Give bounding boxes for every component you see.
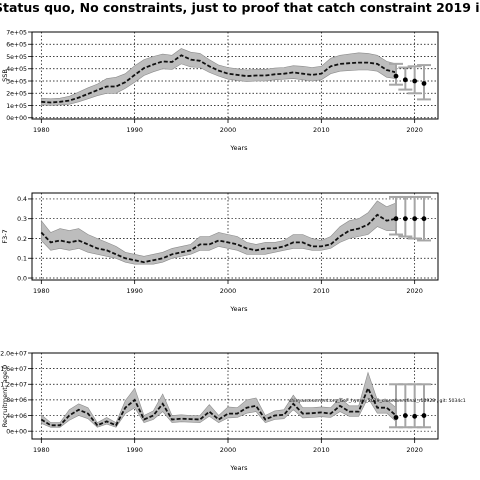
- confidence-band: [41, 200, 397, 265]
- x-tick-label: 2010: [313, 126, 330, 134]
- y-tick-label: 0e+00: [6, 115, 27, 122]
- x-tick-label: 2020: [406, 287, 423, 295]
- y-tick-label: 1e+05: [6, 103, 27, 110]
- y-tick-label: 6e+05: [6, 42, 27, 49]
- x-axis-label: Years: [229, 144, 248, 152]
- source-annotation: shinyassessment.org_GoF_hymm_2019_closed…: [289, 398, 466, 404]
- projection-point: [402, 216, 408, 222]
- y-axis-label: Recruitment, age 0: [1, 365, 9, 427]
- chart-panel-3: 1980 1990 2000 2010 2020 0e+00 4e+06 8e+06 1.2e+…: [0, 350, 439, 472]
- y-tick-label: 0.4: [17, 196, 27, 203]
- projection-point: [393, 73, 399, 79]
- estimate-line: [41, 54, 397, 104]
- projection-point: [421, 216, 427, 222]
- chart-panel-1: 1980 1990 2000 2010 2020 0e+00 1e+05 2e+05 3e+05…: [1, 29, 439, 152]
- x-tick-label: 1980: [33, 446, 50, 454]
- projection-point: [412, 78, 418, 84]
- projection-point: [412, 413, 418, 419]
- y-tick-label: 0.1: [17, 256, 27, 263]
- x-tick-label: 2000: [220, 287, 237, 295]
- y-axis-label: F3-7: [1, 229, 9, 243]
- y-tick-label: 3e+05: [6, 78, 27, 85]
- x-tick-label: 1990: [126, 287, 143, 295]
- x-tick-label: 2020: [406, 126, 423, 134]
- y-tick-label: 2.0e+07: [0, 350, 27, 357]
- y-tick-label: 0.0: [17, 275, 27, 282]
- projection-point: [402, 413, 408, 418]
- plot-frame: [31, 192, 439, 281]
- projection-point: [421, 81, 427, 86]
- x-tick-label: 1990: [126, 446, 143, 454]
- figure-title: Status quo, No constraints, just to proo…: [0, 0, 480, 15]
- plot-frame: [31, 352, 439, 440]
- x-tick-label: 2020: [406, 446, 423, 454]
- x-axis-label: Years: [229, 464, 248, 472]
- y-tick-label: 7e+05: [6, 29, 27, 36]
- chart-panel-2: 1980 1990 2000 2010 2020 0.0 0.1 0.2 0.3 0.4 Years…: [1, 192, 439, 313]
- y-tick-label: 4e+05: [6, 66, 27, 73]
- estimate-line: [40, 213, 397, 264]
- x-tick-label: 1980: [33, 287, 50, 295]
- y-tick-label: 1.2e+07: [0, 382, 27, 389]
- projection-point: [393, 415, 399, 420]
- y-tick-label: 2e+05: [6, 91, 27, 98]
- y-tick-label: 8e+06: [6, 397, 27, 404]
- y-axis-label: SSB: [1, 69, 9, 82]
- projection-point: [412, 216, 418, 222]
- plot-frame: [31, 31, 439, 120]
- projection-point: [393, 216, 399, 222]
- projection-point: [402, 77, 408, 83]
- y-tick-label: 4e+06: [6, 413, 27, 420]
- y-tick-label: 1.6e+07: [0, 366, 27, 373]
- y-tick-label: 0e+00: [6, 428, 27, 435]
- x-tick-label: 2010: [313, 287, 330, 295]
- y-tick-label: 0.3: [17, 216, 27, 223]
- x-tick-label: 2000: [220, 446, 237, 454]
- estimate-line: [40, 385, 397, 427]
- y-tick-label: 0.2: [17, 236, 27, 243]
- x-tick-label: 1990: [126, 126, 143, 134]
- confidence-band: [41, 48, 397, 106]
- y-tick-label: 5e+05: [6, 54, 27, 61]
- x-tick-label: 1980: [33, 126, 50, 134]
- projection-point: [421, 413, 427, 418]
- x-tick-label: 2010: [313, 446, 330, 454]
- x-axis-label: Years: [229, 305, 248, 313]
- x-tick-label: 2000: [220, 126, 237, 134]
